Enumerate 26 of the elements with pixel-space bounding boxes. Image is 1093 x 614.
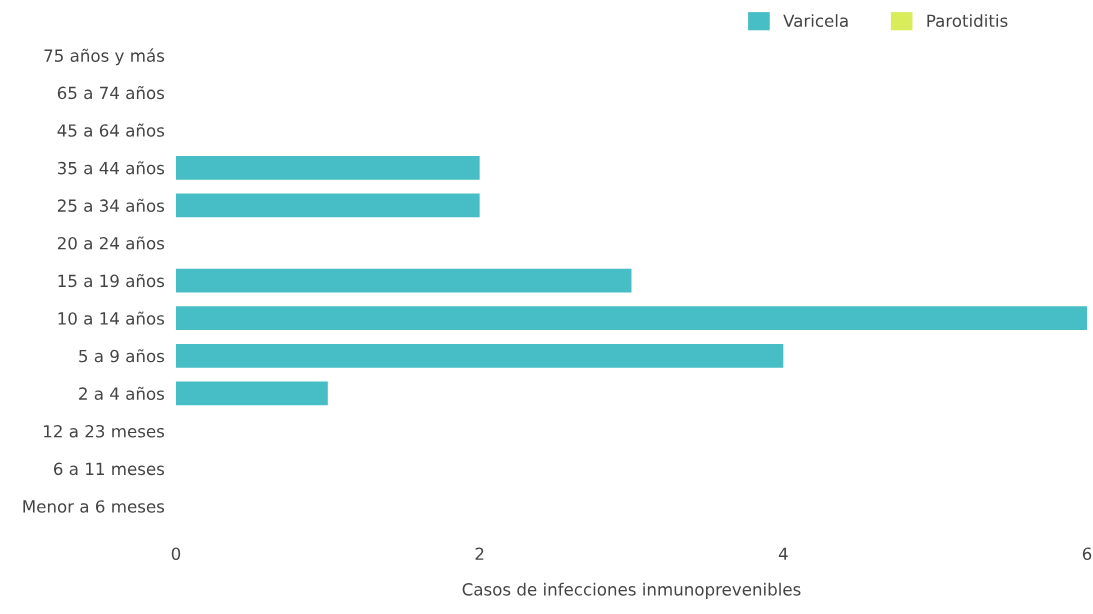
- y-tick-label: 6 a 11 meses: [54, 462, 165, 476]
- bar: [175, 306, 1087, 331]
- x-axis-title: Casos de infecciones inmunoprevenibles: [462, 582, 801, 599]
- x-tick-label: 2: [475, 547, 484, 560]
- y-tick-label: 65 a 74 años: [57, 86, 165, 100]
- y-tick-label: 20 a 24 años: [57, 236, 165, 250]
- y-tick-label: 25 a 34 años: [57, 198, 165, 212]
- bar: [175, 343, 784, 368]
- legend-label: Parotiditis: [927, 14, 1008, 28]
- y-tick-label: 35 a 44 años: [57, 161, 165, 175]
- bar: [175, 268, 632, 293]
- bar: [175, 155, 480, 180]
- bar: [175, 193, 480, 218]
- y-tick-label: 45 a 64 años: [57, 123, 165, 137]
- y-tick-label: 15 a 19 años: [58, 273, 165, 288]
- y-tick-label: 5 a 9 años: [79, 349, 165, 363]
- y-tick-label: 2 a 4 años: [79, 386, 165, 400]
- y-tick-label: 75 años y más: [44, 48, 165, 66]
- y-tick-label: 10 a 14 años: [58, 311, 165, 325]
- y-tick-label: 12 a 23 meses: [44, 424, 165, 438]
- y-tick-label: Menor a 6 meses: [23, 500, 165, 513]
- x-tick-label: 6: [1082, 547, 1092, 561]
- x-tick-label: 4: [778, 547, 788, 560]
- legend-label: Varicela: [783, 14, 848, 28]
- bar: [175, 381, 328, 406]
- x-tick-label: 0: [171, 547, 181, 561]
